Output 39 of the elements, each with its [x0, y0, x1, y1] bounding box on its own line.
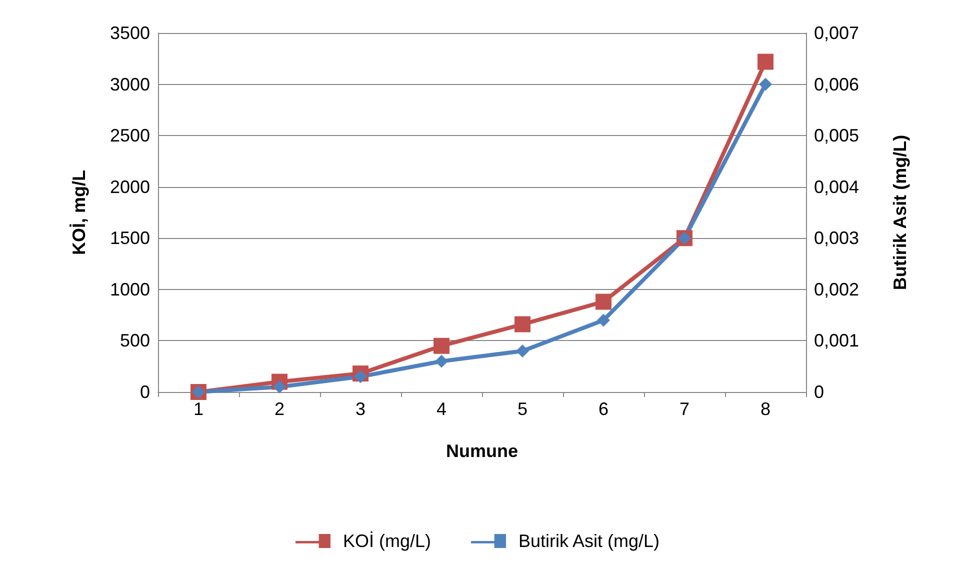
point	[514, 316, 530, 332]
point	[435, 354, 448, 368]
y-tick-label: 1000	[110, 279, 150, 300]
y2-tick-label: 0,001	[814, 330, 860, 351]
point	[354, 370, 367, 384]
y2-tick-label: 0,004	[814, 176, 860, 197]
legend-label: KOİ (mg/L)	[342, 531, 431, 551]
y2-tick-label: 0	[814, 382, 824, 402]
x-tick-label: 3	[355, 399, 366, 419]
point	[758, 54, 774, 70]
point	[596, 294, 612, 310]
x-tick-label: 4	[436, 399, 447, 419]
x-tick-label: 5	[517, 399, 528, 419]
legend-label: Butirik Asit (mg/L)	[518, 531, 660, 551]
point	[597, 314, 610, 327]
y2-tick-label: 0,002	[814, 279, 860, 300]
y-tick-label: 1500	[110, 228, 150, 248]
y-axis-title: KOİ, mg/L	[69, 170, 89, 255]
x-axis-title: Numune	[446, 441, 518, 461]
point	[516, 344, 529, 358]
y2-tick-label: 0,006	[814, 74, 860, 94]
point	[759, 78, 772, 91]
point	[273, 380, 286, 394]
y-tick-label: 0	[140, 382, 150, 402]
x-tick-label: 2	[274, 399, 285, 419]
x-tick-label: 6	[598, 399, 609, 419]
y-tick-label: 3000	[110, 74, 150, 94]
y2-axis-title: Butirik Asit (mg/L)	[890, 134, 910, 290]
y2-tick-label: 0,007	[814, 23, 860, 43]
y-tick-label: 2500	[110, 126, 150, 146]
y-tick-label: 3500	[110, 23, 150, 43]
x-tick-label: 1	[193, 399, 204, 419]
y-tick-label: 2000	[110, 176, 150, 197]
x-tick-label: 7	[679, 399, 690, 419]
y2-tick-label: 0,003	[814, 228, 860, 248]
y-tick-label: 500	[120, 330, 150, 351]
point	[434, 338, 450, 354]
x-tick-label: 8	[760, 399, 771, 419]
y2-tick-label: 0,005	[814, 126, 860, 146]
